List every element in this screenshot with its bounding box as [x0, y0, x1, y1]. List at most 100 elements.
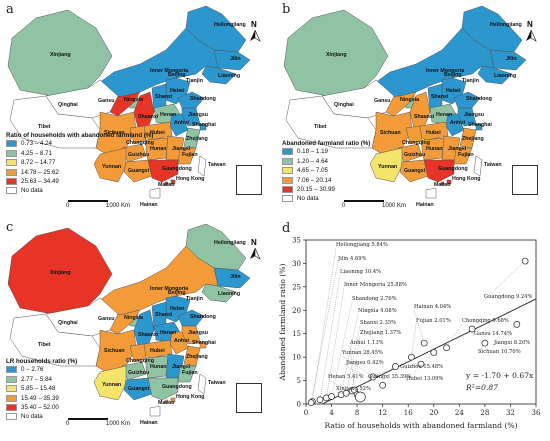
- y-tick-label: 5: [297, 377, 301, 385]
- y-tick-label: 30: [292, 260, 301, 268]
- province-label: Beijing: [444, 72, 462, 78]
- province-hong-kong: [170, 397, 176, 403]
- data-point: [481, 339, 489, 347]
- legend-rows-b: 0.18 – 1.19 1.20 – 4.64 4.65 – 7.05 7.06 – …: [282, 147, 370, 203]
- province-label: Henan: [436, 112, 452, 118]
- province-label: Hong Kong: [176, 394, 205, 400]
- legend-swatch: [6, 168, 17, 176]
- legend-swatch: [282, 167, 293, 175]
- province-guangxi: [123, 159, 153, 183]
- point-label: Ningxia 4.08%: [358, 308, 397, 314]
- point-label: Anhui 1.13%: [349, 340, 384, 346]
- legend-swatch: [282, 148, 293, 156]
- leader-line: [483, 260, 526, 301]
- province-taiwan: [197, 373, 207, 395]
- legend-swatch: [282, 195, 293, 203]
- south-sea-inset-b: [512, 165, 538, 195]
- province-fujian: [177, 147, 197, 165]
- north-arrow-b: N: [524, 20, 538, 42]
- province-label: Guangxi: [404, 168, 426, 174]
- province-taiwan: [197, 155, 207, 177]
- x-tick-label: 28: [480, 409, 489, 417]
- province-label: Hainan: [140, 420, 158, 426]
- province-xinjiang: [7, 227, 113, 315]
- legend-label: 4.65 – 7.05: [297, 167, 328, 175]
- province-label: Hubei: [150, 130, 165, 136]
- province-yunnan: [93, 365, 127, 401]
- point-label: Hainan 4.04%: [414, 304, 451, 310]
- leader-line: [331, 301, 353, 397]
- province-label: Liaoning: [494, 73, 516, 79]
- province-label: Hunan: [150, 146, 166, 152]
- fit-equation: y = -1.70 + 0.67x: [465, 371, 534, 380]
- leader-line: [349, 345, 355, 390]
- data-point: [443, 344, 450, 352]
- scale-zero-b: 0: [342, 203, 346, 209]
- legend-swatch: [282, 157, 293, 165]
- province-label: Shanxi: [431, 94, 449, 100]
- province-label: Anhui: [174, 338, 190, 344]
- province-label: Henan: [160, 112, 176, 118]
- province-label: Jiangsu: [188, 330, 208, 336]
- province-label: Hunan: [150, 364, 166, 370]
- province-label: Beijing: [168, 290, 186, 296]
- province-label: Shanghai: [192, 122, 216, 128]
- province-label: Inner Mongoria: [426, 68, 464, 74]
- province-guangxi: [399, 159, 429, 183]
- scatter-chart: d 0 4 8 12 16 20 24 28 32 36 0 5 10 15 20 25 30 35 Ratio of…: [278, 221, 541, 430]
- leader-line: [310, 261, 339, 403]
- north-arrow-c: N: [248, 238, 262, 260]
- point-label: Heilongjiang 5.84%: [336, 242, 388, 248]
- province-label: Fujian: [182, 152, 198, 158]
- province-label: Hong Kong: [176, 176, 205, 182]
- province-macao: [164, 181, 169, 186]
- province-label: Yunnan: [102, 382, 121, 388]
- point-label: Sichuan 10.70%: [478, 349, 521, 355]
- legend-swatch: [6, 375, 17, 383]
- point-label: Jiangxi 8.20%: [493, 340, 530, 346]
- province-hainan: [425, 187, 437, 199]
- province-shandong: [177, 309, 205, 327]
- province-label: Macao: [434, 182, 451, 188]
- province-label: Zhejiang: [186, 354, 208, 360]
- province-label: Ningxia: [124, 315, 143, 321]
- legend-swatch: [6, 187, 17, 195]
- province-label: Henan: [160, 330, 176, 336]
- leader-line: [446, 323, 463, 348]
- y-axis-label: Abandoned farmland ratio (%): [278, 264, 287, 382]
- legend-item: 14.78 – 25.62: [6, 167, 153, 176]
- province-xinjiang: [283, 9, 389, 97]
- legend-swatch: [6, 149, 17, 157]
- province-guangxi: [123, 377, 153, 401]
- province-label: Shaanxi: [138, 332, 159, 338]
- province-label: Shanghai: [468, 122, 492, 128]
- province-label: Hainan: [416, 202, 434, 208]
- province-fujian: [453, 147, 473, 165]
- legend-label: No data: [297, 195, 319, 203]
- plot-frame: [305, 239, 537, 405]
- legend-item: 35.40 – 52.00: [6, 403, 77, 412]
- y-tick-label: 15: [292, 330, 301, 338]
- data-point: [420, 339, 428, 347]
- legend-a: Ratio of households with abandoned farml…: [6, 132, 153, 196]
- province-shanghai: [475, 123, 483, 131]
- panel-letter-d: d: [282, 221, 290, 236]
- province-hong-kong: [170, 179, 176, 185]
- province-label: Shanxi: [155, 94, 173, 100]
- x-tick-label: 4: [329, 409, 334, 417]
- legend-item: 0.73 – 4.24: [6, 139, 153, 148]
- legend-swatch: [6, 159, 17, 167]
- point-label: Guangdong 9.24%: [484, 294, 533, 300]
- province-label: Qinghai: [58, 320, 78, 326]
- x-tick-label: 32: [506, 409, 515, 417]
- province-label: Hebei: [170, 306, 185, 312]
- legend-item: 7.06 – 20.14: [282, 175, 370, 184]
- province-label: Jiangsu: [188, 112, 208, 118]
- province-liaoning: [477, 65, 513, 85]
- province-label: Macao: [158, 182, 175, 188]
- province-label: Shandong: [190, 96, 216, 102]
- leader-line: [351, 335, 361, 391]
- province-label: Xinjiang: [326, 52, 347, 58]
- province-hunan: [145, 355, 169, 379]
- map-panel-b: Heilongjiang Jilin Inner Mongoria Liaoning X…: [276, 0, 548, 216]
